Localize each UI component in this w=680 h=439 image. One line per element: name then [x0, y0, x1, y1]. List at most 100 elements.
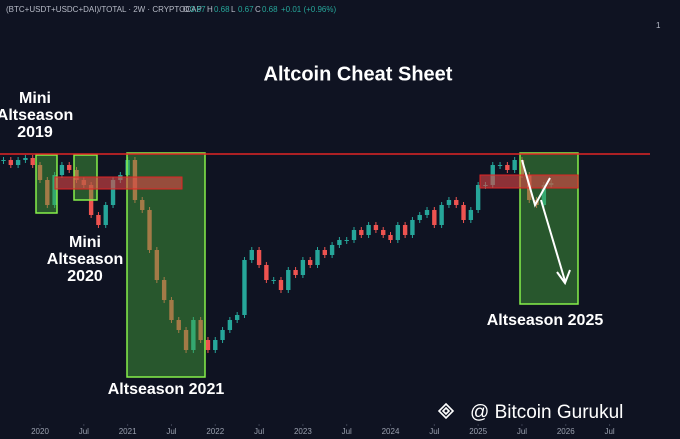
annotation: 2019: [17, 124, 53, 141]
x-tick-label: Jul: [254, 427, 264, 436]
candle-body: [176, 320, 181, 330]
candle-body: [67, 165, 72, 170]
projection-arrow: [540, 199, 566, 282]
candle-body: [541, 185, 547, 205]
candle-body: [249, 250, 254, 260]
candle-body: [45, 180, 50, 205]
annotation: 2020: [67, 268, 103, 285]
arrow-head: [556, 269, 571, 286]
candle-body: [308, 260, 313, 265]
candle-body: [110, 180, 116, 205]
annotation: Mini: [69, 234, 101, 251]
candle-body: [59, 165, 65, 175]
candle-body: [329, 245, 335, 255]
box: [126, 152, 206, 378]
x-tick-label: Jul: [166, 427, 176, 436]
candle-body: [140, 200, 145, 210]
watermark-icon: [437, 402, 455, 420]
candle-body: [227, 320, 233, 330]
candle-body: [512, 160, 517, 170]
change: +0.01 (+0.96%): [281, 5, 336, 14]
x-tick-label: 2025: [469, 427, 487, 436]
symbol: (BTC+USDT+USDC+DAI)/TOTAL · 2W · CRYPTOC…: [6, 5, 202, 14]
candle-body: [154, 250, 160, 280]
candle-body: [417, 215, 422, 220]
candle-body: [322, 250, 327, 255]
candle-body: [278, 280, 284, 290]
resistance-zone: [54, 176, 183, 190]
candle-body: [256, 250, 262, 265]
candle-body: [74, 170, 79, 180]
annotation: Altseason: [0, 107, 73, 124]
candle-body: [454, 200, 459, 205]
candle-body: [37, 165, 43, 180]
candle-body: [264, 265, 269, 280]
candle-body: [271, 280, 276, 281]
ohlc-label: C: [255, 5, 261, 14]
candle-body: [439, 205, 444, 225]
x-tick-label: 2023: [294, 427, 312, 436]
candle-body: [432, 210, 437, 225]
candle-body: [300, 260, 306, 275]
candle-body: [161, 280, 167, 300]
annotation: Altseason 2025: [487, 312, 604, 329]
ohlc-value: 0.67: [190, 5, 206, 14]
x-tick-label: Jul: [429, 427, 439, 436]
x-tick-label: Jul: [79, 427, 89, 436]
candle-body: [475, 185, 481, 210]
candle-body: [410, 220, 415, 235]
candle-body: [1, 160, 6, 161]
ohlc-value: 0.67: [238, 5, 254, 14]
ohlc: O 0.67 H 0.68 L 0.67 C 0.68: [183, 5, 278, 14]
candle-body: [198, 320, 203, 340]
x-tick-label: 2021: [119, 427, 137, 436]
candle-body: [446, 200, 452, 205]
candle-body: [169, 300, 174, 320]
annotation: Mini: [19, 90, 51, 107]
candle-body: [23, 158, 28, 160]
candle-body: [315, 250, 320, 265]
box: [35, 154, 58, 214]
candle-body: [30, 158, 35, 165]
candle-body: [395, 225, 401, 240]
ohlc-value: 0.68: [262, 5, 278, 14]
chart-title: Altcoin Cheat Sheet: [264, 63, 453, 85]
ohlc-label: L: [231, 5, 236, 14]
watermark: @ Bitcoin Gurukul: [470, 402, 623, 423]
candle-body: [8, 160, 13, 165]
candle-body: [242, 260, 247, 315]
candle-body: [351, 230, 357, 240]
candle-body: [293, 270, 298, 275]
candle-body: [497, 165, 503, 166]
projection-arrow: [521, 159, 551, 208]
candle-body: [103, 205, 108, 225]
candle-body: [344, 240, 349, 241]
candle-body: [52, 175, 57, 205]
candle-body: [505, 165, 510, 170]
candle-body: [519, 160, 525, 175]
x-tick-label: Jul: [342, 427, 352, 436]
candle-body: [373, 225, 379, 230]
candle-body: [286, 270, 291, 290]
x-tick-label: 2024: [382, 427, 400, 436]
ohlc-value: 0.68: [214, 5, 230, 14]
candle-body: [381, 230, 386, 235]
candle-body: [234, 315, 240, 320]
x-tick-label: Jul: [604, 427, 614, 436]
annotation: Altseason 2021: [108, 381, 225, 398]
candle-body: [359, 230, 364, 235]
candle-body: [366, 225, 371, 235]
candle-body: [220, 330, 225, 340]
candle-body: [15, 160, 21, 165]
candle-body: [424, 210, 430, 215]
candle-body: [213, 340, 218, 350]
scale-label: 1: [656, 21, 661, 30]
x-tick-label: 2022: [206, 427, 224, 436]
ohlc-label: H: [207, 5, 213, 14]
candle-body: [388, 235, 393, 240]
candle-body: [183, 330, 189, 350]
x-tick-label: Jul: [517, 427, 527, 436]
annotations: MiniAltseason2019MiniAltseason2020Altsea…: [0, 90, 603, 398]
